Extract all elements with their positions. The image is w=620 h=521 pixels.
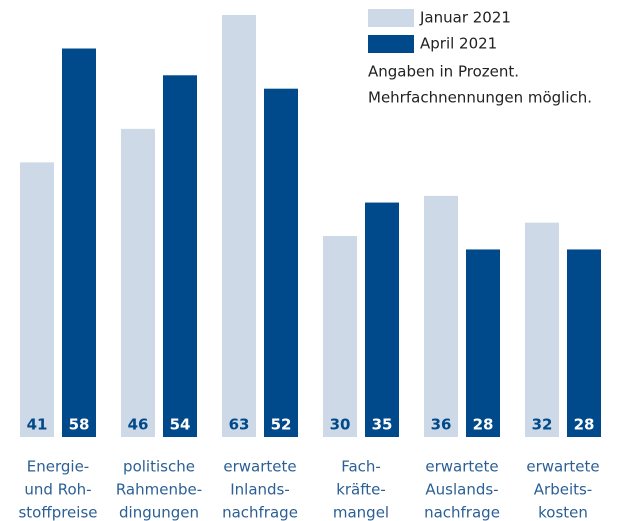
value-label: 28	[473, 416, 494, 434]
legend-label: Januar 2021	[419, 9, 511, 27]
category-label: nachfrage	[424, 504, 500, 521]
category-label: Arbeits-	[534, 481, 592, 499]
value-label: 32	[532, 416, 553, 434]
legend-swatch	[368, 9, 414, 27]
bar	[20, 162, 54, 437]
value-label: 54	[170, 416, 191, 434]
note: Angaben in Prozent.	[368, 63, 519, 81]
bar	[365, 202, 399, 437]
value-label: 36	[431, 416, 452, 434]
value-label: 58	[69, 416, 90, 434]
category-label: Inlands-	[230, 481, 290, 499]
category-label: erwartete	[526, 458, 599, 476]
bar	[567, 249, 601, 437]
legend-label: April 2021	[420, 35, 497, 53]
bar	[525, 222, 559, 437]
legend-swatch	[368, 35, 414, 53]
bar	[163, 75, 197, 438]
bar	[424, 195, 458, 437]
category-label: nachfrage	[222, 504, 298, 521]
note: Mehrfachnennungen möglich.	[368, 89, 592, 107]
category-label: Fach-	[341, 458, 381, 476]
bar	[466, 249, 500, 437]
category-label: kräfte-	[336, 481, 386, 499]
value-label: 35	[372, 416, 393, 434]
value-label: 41	[27, 416, 48, 434]
category-label: kosten	[538, 504, 588, 521]
value-label: 30	[330, 416, 351, 434]
category-label: und Roh-	[24, 481, 91, 499]
bar	[121, 128, 155, 437]
bar	[222, 15, 256, 437]
bar	[264, 88, 298, 437]
value-label: 46	[128, 416, 149, 434]
value-label: 28	[574, 416, 595, 434]
category-label: dingungen	[119, 504, 199, 521]
value-label: 63	[229, 416, 250, 434]
category-label: stoffpreise	[18, 504, 97, 521]
category-label: erwartete	[223, 458, 296, 476]
category-label: Energie-	[27, 458, 89, 476]
bar	[62, 48, 96, 437]
value-label: 52	[271, 416, 292, 434]
category-label: mangel	[333, 504, 389, 521]
category-label: Rahmenbe-	[116, 481, 202, 499]
category-label: Auslands-	[425, 481, 498, 499]
category-label: politische	[123, 458, 195, 476]
bar	[323, 236, 357, 437]
category-label: erwartete	[425, 458, 498, 476]
